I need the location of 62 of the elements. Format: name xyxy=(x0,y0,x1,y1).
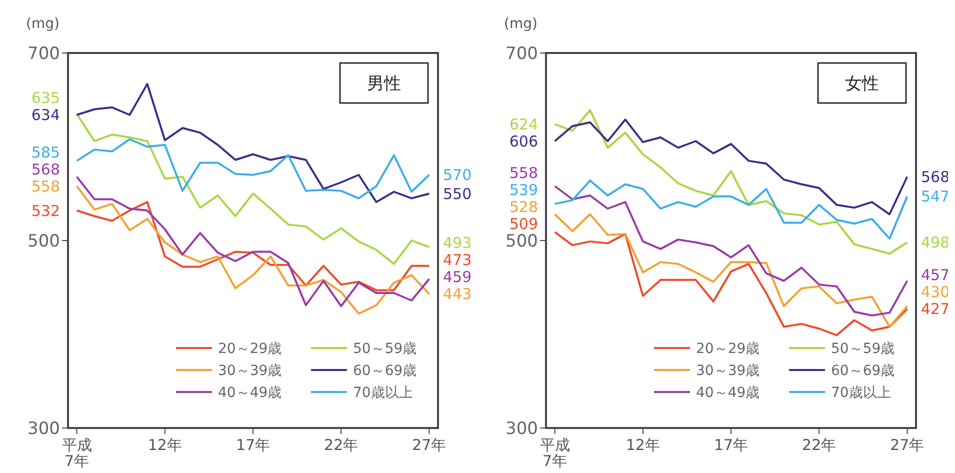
data-label: 443 xyxy=(443,285,472,304)
data-label: 568 xyxy=(31,160,60,178)
data-label: 570 xyxy=(443,166,472,184)
x-tick-label: 12年 xyxy=(626,436,660,454)
data-label: 459 xyxy=(443,268,472,286)
x-tick-label: 27年 xyxy=(412,436,446,454)
data-label: 634 xyxy=(31,106,60,124)
legend-label: 50～59歳 xyxy=(353,340,417,357)
line-series xyxy=(76,201,430,292)
data-label: 532 xyxy=(31,202,60,220)
y-tick-label: 700 xyxy=(506,44,538,64)
legend-label: 30～39歳 xyxy=(696,362,760,379)
y-tick-label: 500 xyxy=(28,231,60,252)
line-series xyxy=(554,180,908,240)
legend-label: 40～49歳 xyxy=(696,384,760,401)
data-label: 493 xyxy=(443,234,472,252)
y-axis-title: (mg) xyxy=(504,16,538,32)
line-series xyxy=(554,231,908,336)
x-tick-label: 22年 xyxy=(802,436,836,454)
legend-label: 70歳以上 xyxy=(353,384,413,401)
line-series xyxy=(554,185,908,316)
legend-label: 60～69歳 xyxy=(353,362,417,379)
data-label: 547 xyxy=(921,188,950,206)
legend-label: 70歳以上 xyxy=(831,384,891,401)
data-label: 509 xyxy=(509,214,538,233)
line-series xyxy=(554,109,908,255)
data-label: 539 xyxy=(509,180,538,199)
x-tick-label: 12年 xyxy=(148,436,182,454)
legend-label: 50～59歳 xyxy=(831,340,895,357)
y-tick-label: 300 xyxy=(506,418,538,439)
data-label: 457 xyxy=(921,266,950,284)
legend-label: 20～29歳 xyxy=(696,340,760,357)
legend-label: 60～69歳 xyxy=(831,362,895,379)
data-label: 606 xyxy=(509,132,538,150)
legend-label: 40～49歳 xyxy=(218,384,282,401)
data-label: 528 xyxy=(509,198,538,216)
data-label: 473 xyxy=(443,251,472,270)
y-tick-label: 300 xyxy=(28,418,60,439)
data-label: 558 xyxy=(31,177,60,196)
line-series xyxy=(554,118,908,216)
x-tick-label: 27年 xyxy=(890,436,924,454)
x-tick-label: 平成 7年 xyxy=(540,436,570,470)
text: 女性 xyxy=(845,74,879,94)
y-tick-label: 700 xyxy=(28,44,60,64)
line-series xyxy=(554,213,908,328)
data-label: 635 xyxy=(31,89,60,108)
x-tick-label: 平成 7年 xyxy=(62,436,92,470)
data-label: 624 xyxy=(509,115,538,134)
data-label: 585 xyxy=(31,143,60,162)
x-tick-label: 17年 xyxy=(714,436,748,454)
data-label: 427 xyxy=(921,300,950,318)
x-tick-label: 22年 xyxy=(324,436,358,454)
x-tick-label: 17年 xyxy=(236,436,270,454)
data-label: 558 xyxy=(509,164,538,182)
y-axis-title: (mg) xyxy=(26,16,60,32)
data-label: 550 xyxy=(443,184,472,203)
line-series xyxy=(76,138,430,200)
legend-label: 30～39歳 xyxy=(218,362,282,379)
legend-label: 20～29歳 xyxy=(218,340,282,357)
y-tick-label: 500 xyxy=(506,231,538,252)
text: 男性 xyxy=(367,74,401,94)
line-series xyxy=(76,112,430,265)
